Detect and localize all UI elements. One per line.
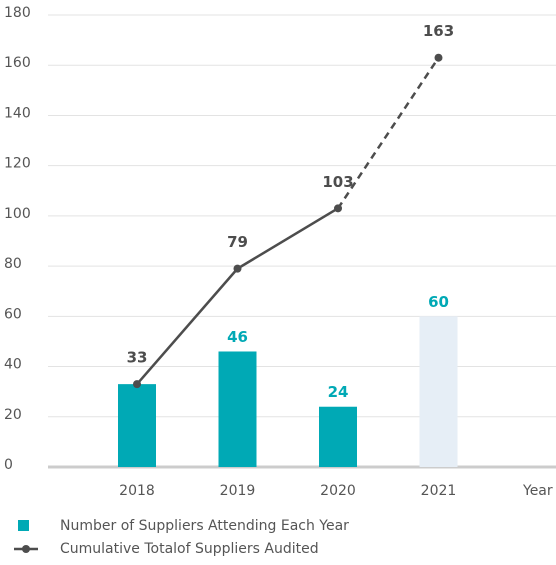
line-value-label: 33 xyxy=(127,349,148,367)
bar xyxy=(419,316,458,467)
line-segment xyxy=(136,267,239,385)
y-tick-label: 20 xyxy=(4,407,22,423)
legend-label: Cumulative Totalof Suppliers Audited xyxy=(60,541,319,557)
y-tick-label: 160 xyxy=(4,55,31,71)
legend-swatch xyxy=(22,545,30,553)
y-tick-label: 80 xyxy=(4,256,22,272)
x-axis-label: Year xyxy=(522,483,553,499)
x-tick-label: 2018 xyxy=(119,483,155,499)
x-tick-label: 2021 xyxy=(421,483,457,499)
line-point xyxy=(133,380,141,389)
y-tick-label: 120 xyxy=(4,156,31,172)
y-tick-label: 0 xyxy=(4,457,13,473)
y-tick-label: 40 xyxy=(4,357,22,373)
x-tick-label: 2019 xyxy=(220,483,256,499)
line-value-label: 103 xyxy=(322,173,353,191)
bar xyxy=(319,406,357,467)
line-value-label: 79 xyxy=(227,233,248,251)
line-point xyxy=(233,264,242,273)
bar xyxy=(118,384,156,467)
bar xyxy=(218,351,257,467)
y-tick-label: 140 xyxy=(4,105,31,121)
line-segment xyxy=(336,56,440,210)
line-point xyxy=(434,53,443,62)
legend-label: Number of Suppliers Attending Each Year xyxy=(60,518,349,534)
bar-value-label: 60 xyxy=(428,293,449,311)
legend-swatch xyxy=(18,520,29,531)
y-tick-label: 60 xyxy=(4,306,22,322)
bar-value-label: 24 xyxy=(328,383,349,401)
x-tick-label: 2020 xyxy=(320,483,356,499)
line-point xyxy=(334,204,342,213)
line-segment xyxy=(236,207,339,270)
y-tick-label: 100 xyxy=(4,206,31,222)
bar-value-label: 46 xyxy=(227,328,248,346)
line-value-label: 163 xyxy=(423,22,454,40)
y-tick-label: 180 xyxy=(4,5,31,21)
